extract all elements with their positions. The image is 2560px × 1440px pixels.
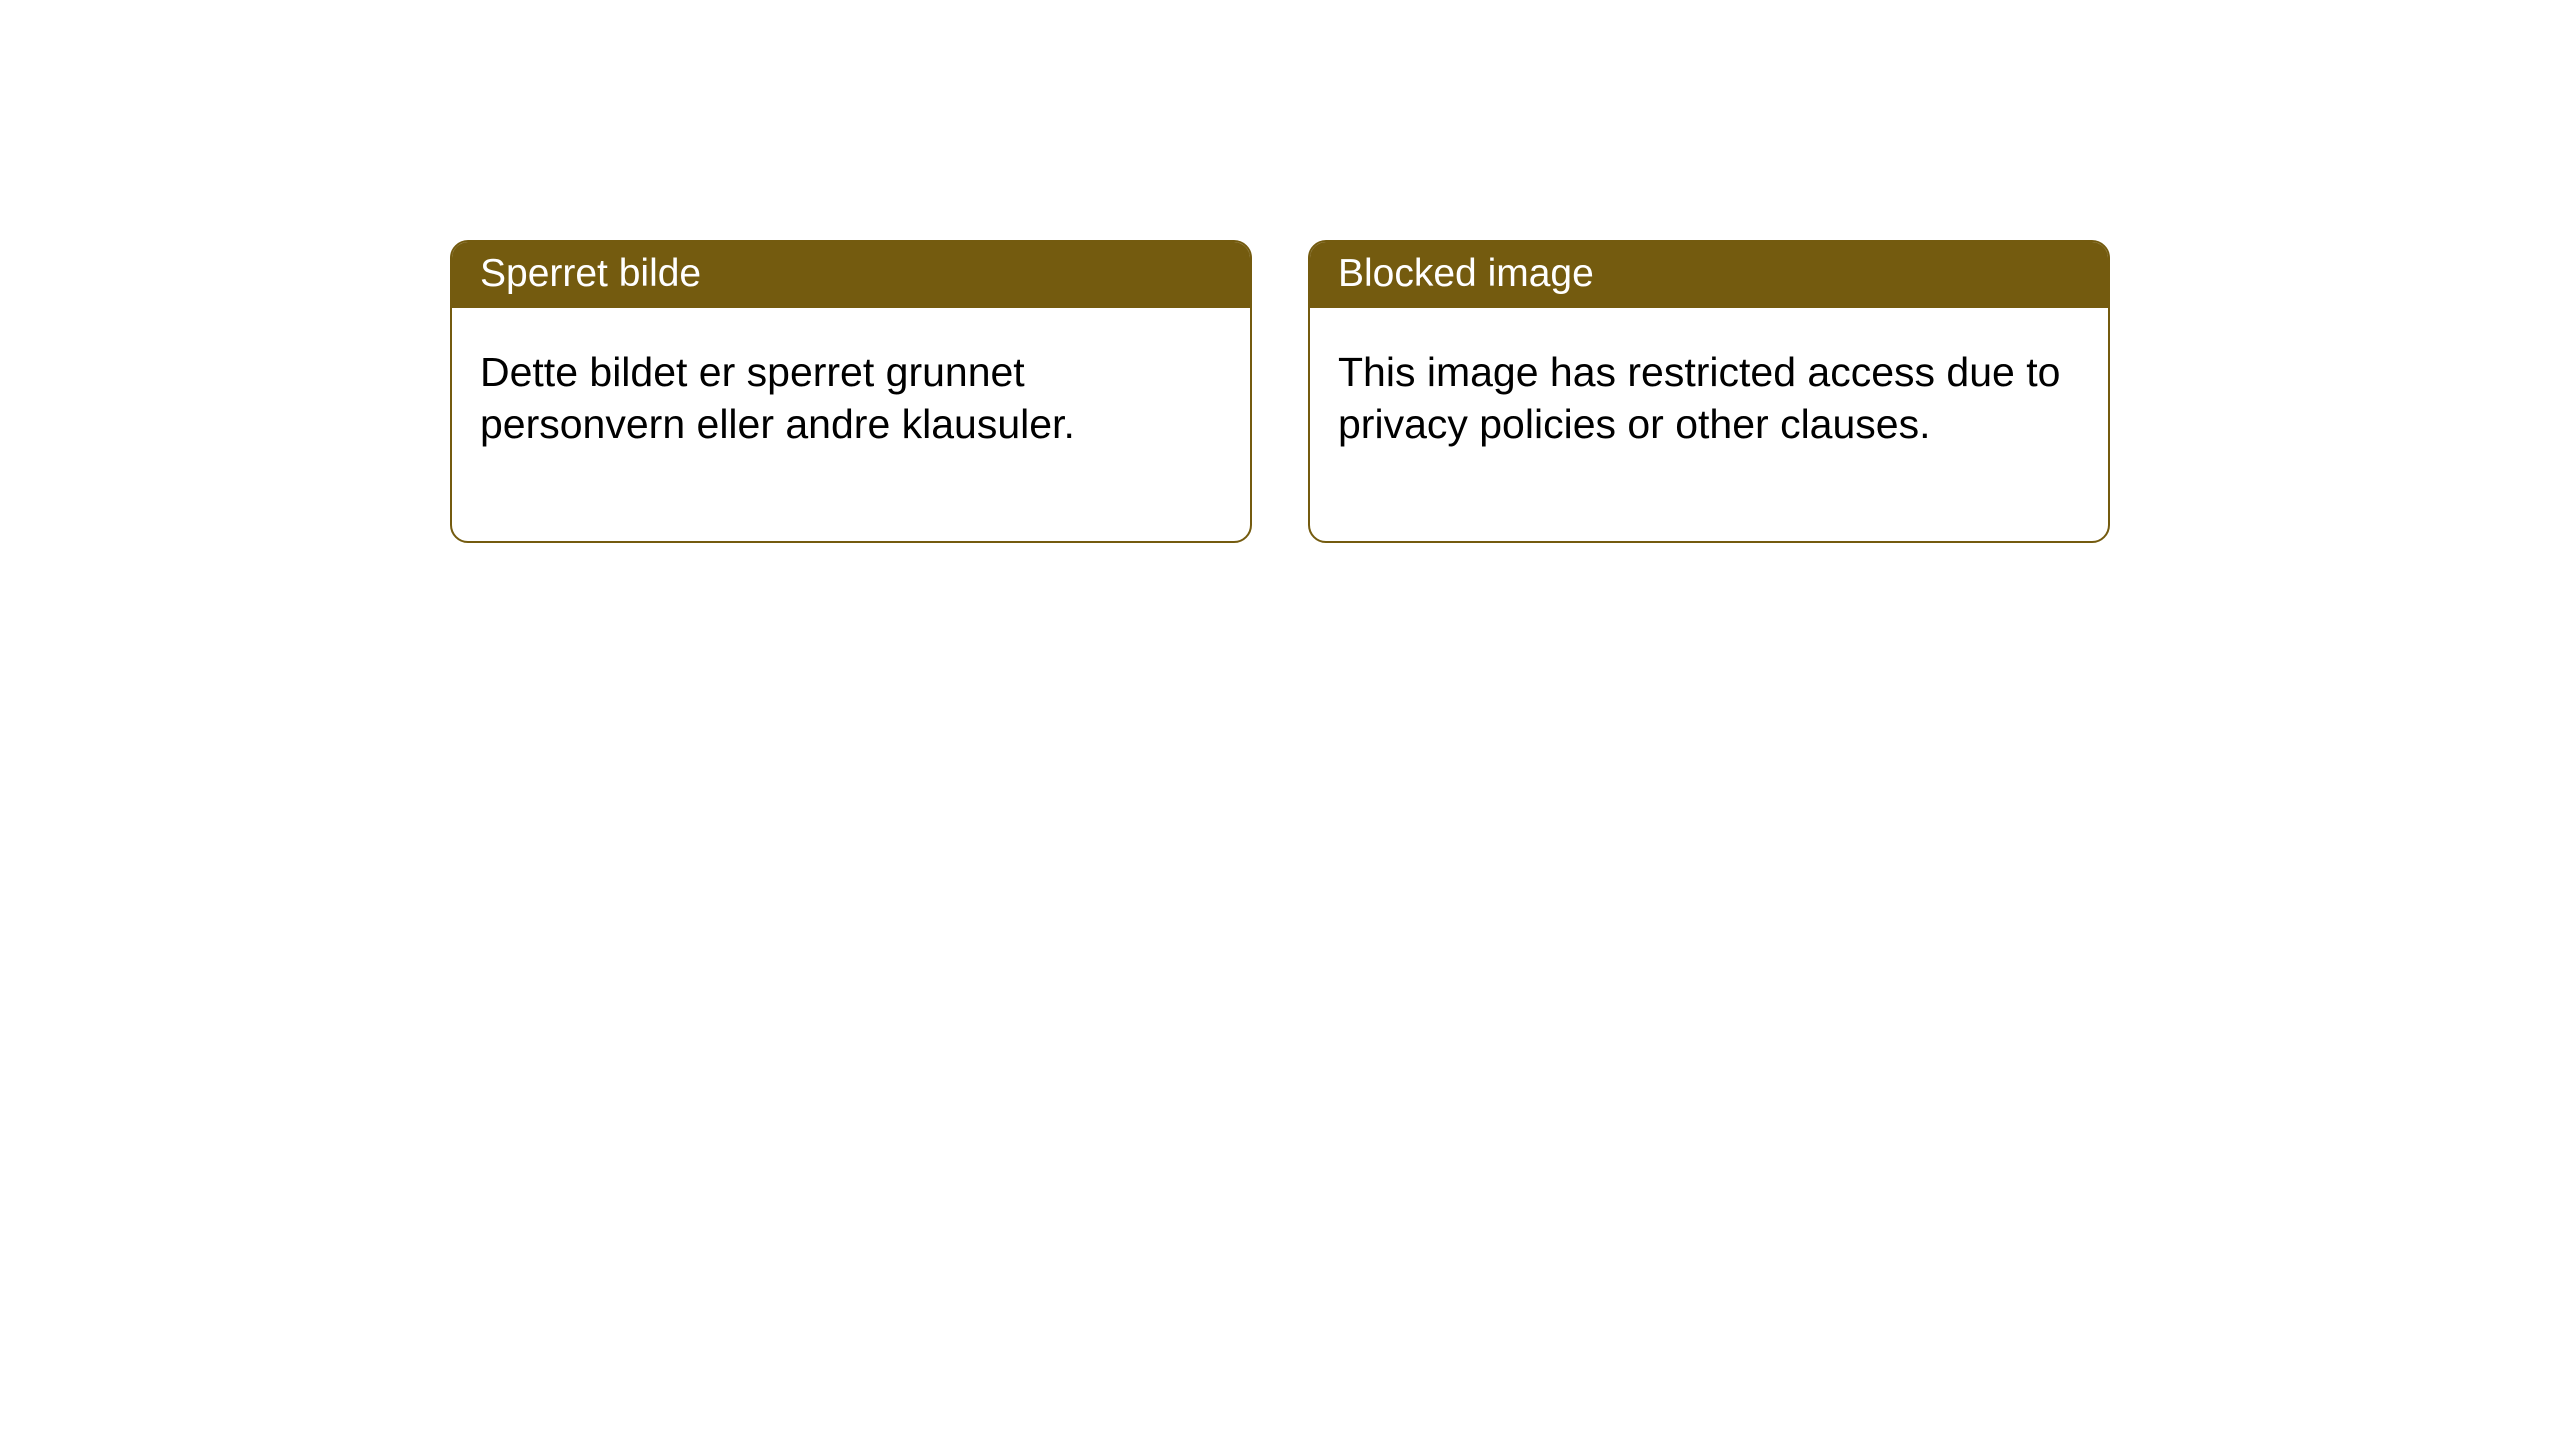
card-body-text: This image has restricted access due to … (1338, 349, 2060, 447)
card-title: Blocked image (1338, 252, 1594, 295)
card-title: Sperret bilde (480, 252, 701, 295)
notice-cards-container: Sperret bilde Dette bildet er sperret gr… (450, 240, 2110, 543)
card-header: Blocked image (1310, 242, 2108, 308)
card-body-text: Dette bildet er sperret grunnet personve… (480, 349, 1075, 447)
card-body: Dette bildet er sperret grunnet personve… (452, 308, 1250, 541)
card-body: This image has restricted access due to … (1310, 308, 2108, 541)
notice-card-norwegian: Sperret bilde Dette bildet er sperret gr… (450, 240, 1252, 543)
notice-card-english: Blocked image This image has restricted … (1308, 240, 2110, 543)
card-header: Sperret bilde (452, 242, 1250, 308)
